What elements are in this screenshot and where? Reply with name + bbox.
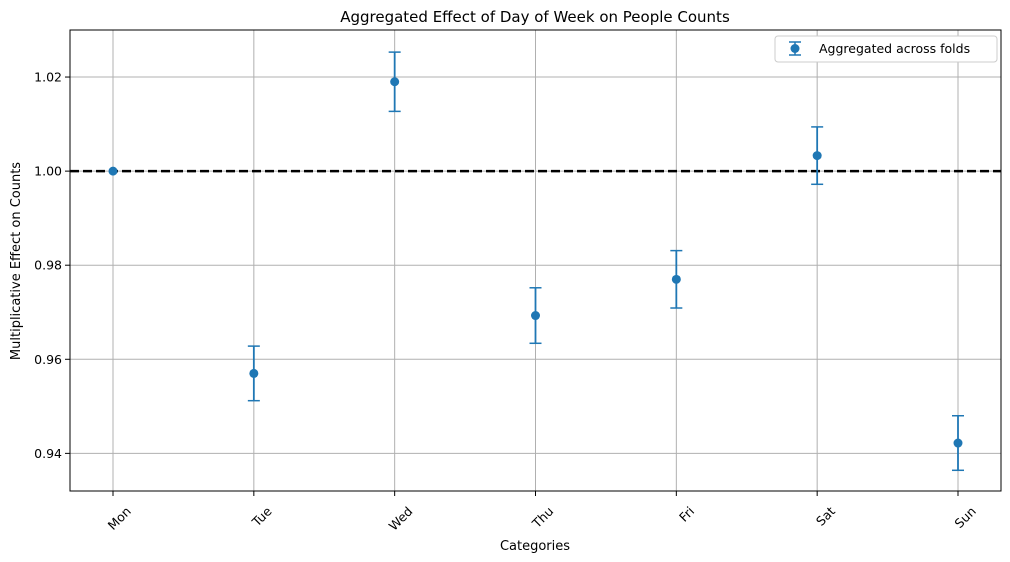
x-tick-label: Sat (813, 504, 838, 529)
y-ticks: 0.94 0.96 0.98 1.00 1.02 (34, 70, 70, 461)
data-point (671, 274, 681, 284)
data-point (108, 166, 118, 176)
legend-label: Aggregated across folds (819, 41, 970, 56)
y-tick-label: 0.96 (34, 352, 62, 367)
x-axis-label: Categories (500, 539, 570, 554)
x-tick-label: Thu (528, 504, 556, 532)
y-tick-label: 1.00 (34, 164, 62, 179)
data-point (531, 311, 540, 321)
x-tick-label: Mon (105, 504, 134, 533)
y-tick-label: 1.02 (34, 70, 62, 85)
legend-box (774, 35, 998, 63)
legend-marker (790, 44, 800, 53)
x-tick-label: Wed (386, 504, 416, 534)
data-marks (108, 51, 964, 472)
data-point (390, 77, 400, 87)
data-point (249, 368, 259, 378)
y-axis-label: Multiplicative Effect on Counts (9, 162, 24, 360)
x-ticks: Mon Tue Wed Thu Fri Sat Sun (105, 491, 979, 533)
legend: Aggregated across folds (774, 35, 998, 63)
y-tick-label: 0.98 (34, 258, 62, 273)
y-tick-label: 0.94 (34, 446, 62, 461)
chart-title: Aggregated Effect of Day of Week on Peop… (340, 8, 730, 26)
x-tick-label: Sun (951, 504, 978, 531)
x-tick-label: Tue (248, 503, 275, 530)
data-point (953, 438, 963, 448)
grid (70, 30, 1001, 491)
data-point (812, 151, 822, 161)
x-tick-label: Fri (676, 504, 697, 525)
